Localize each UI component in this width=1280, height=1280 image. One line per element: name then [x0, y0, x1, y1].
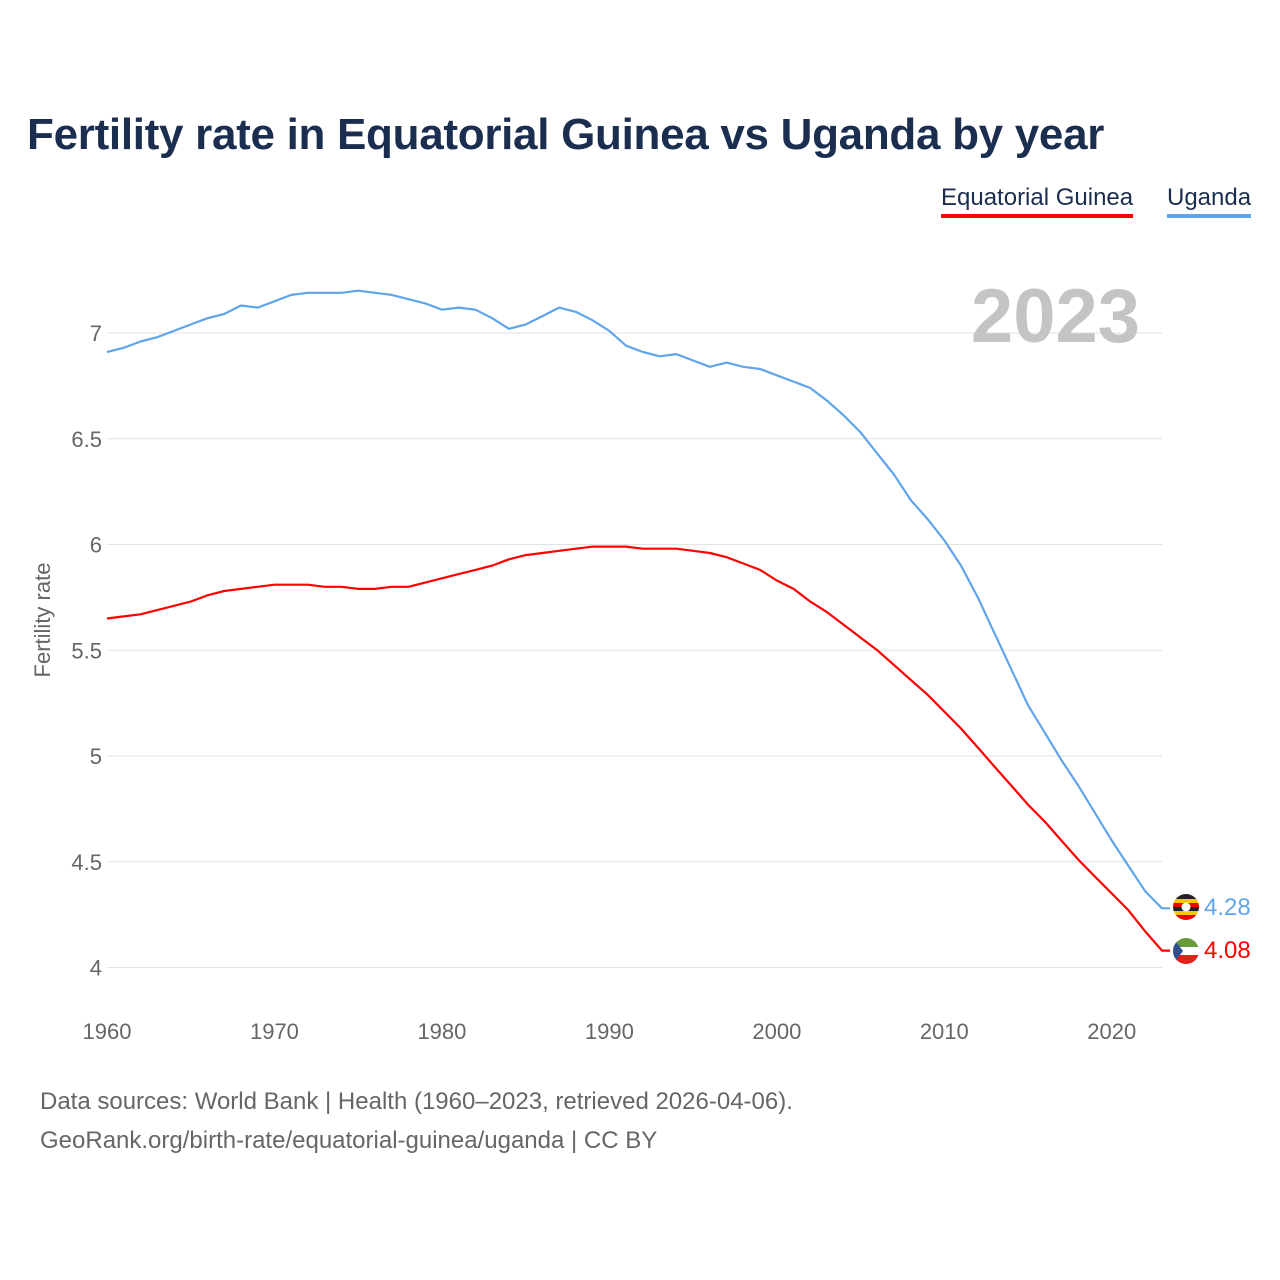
x-tick-label: 1980: [417, 1019, 466, 1044]
y-tick-label: 6: [90, 533, 102, 558]
y-tick-label: 5: [90, 744, 102, 769]
footer-link[interactable]: GeoRank.org/birth-rate/equatorial-guinea…: [40, 1127, 658, 1154]
x-tick-label: 2010: [920, 1019, 969, 1044]
x-tick-label: 1960: [83, 1019, 132, 1044]
x-tick-label: 1990: [585, 1019, 634, 1044]
y-tick-label: 5.5: [71, 638, 102, 663]
legend-uganda[interactable]: Uganda: [1167, 184, 1252, 218]
y-tick-label: 7: [90, 321, 102, 346]
uganda-flag-icon: [1173, 894, 1199, 920]
year-watermark: 2023: [971, 274, 1140, 359]
series-line-equatorial-guinea: [106, 545, 1170, 952]
chart-title: Fertility rate in Equatorial Guinea vs U…: [27, 110, 1105, 159]
x-tick-label: 2000: [752, 1019, 801, 1044]
x-tick-label: 2020: [1087, 1019, 1136, 1044]
y-axis-title: Fertility rate: [30, 563, 55, 678]
footer-sources: Data sources: World Bank | Health (1960–…: [40, 1088, 793, 1115]
uganda-end-label: 4.28: [1204, 894, 1251, 921]
series-line-uganda: [106, 289, 1170, 910]
equatorial-guinea-end-label: 4.08: [1204, 937, 1251, 964]
y-tick-label: 4.5: [71, 850, 102, 875]
x-tick-label: 1970: [250, 1019, 299, 1044]
y-tick-label: 6.5: [71, 427, 102, 452]
equatorial-guinea-flag-icon: [1173, 938, 1199, 964]
legend-equatorial-guinea[interactable]: Equatorial Guinea: [941, 184, 1134, 218]
y-tick-label: 4: [90, 956, 102, 981]
